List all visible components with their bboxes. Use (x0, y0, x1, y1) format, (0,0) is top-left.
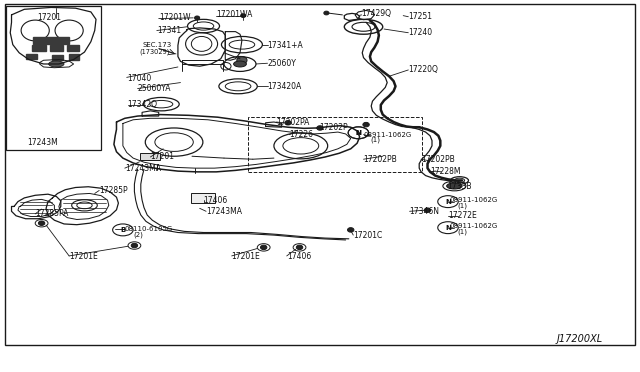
Text: N: N (445, 225, 451, 231)
Text: 17220Q: 17220Q (408, 65, 438, 74)
Text: 17243M: 17243M (27, 138, 58, 147)
Text: 25060YA: 25060YA (138, 84, 171, 93)
Text: 17251: 17251 (408, 12, 433, 21)
Text: N: N (355, 130, 362, 136)
Text: 17285P: 17285P (99, 186, 128, 195)
Text: 25060Y: 25060Y (268, 60, 296, 68)
Ellipse shape (38, 221, 45, 225)
Ellipse shape (260, 245, 267, 250)
Bar (140, 153, 160, 160)
Ellipse shape (131, 243, 138, 248)
Text: B: B (120, 227, 125, 233)
Text: N: N (355, 130, 362, 136)
Text: 17201: 17201 (150, 153, 174, 161)
Polygon shape (52, 55, 63, 60)
Text: 17202PB: 17202PB (364, 155, 397, 164)
Text: 17040: 17040 (127, 74, 151, 83)
Text: 17341+A: 17341+A (268, 41, 303, 50)
Polygon shape (32, 45, 46, 51)
Text: (2): (2) (133, 231, 143, 238)
Text: 17201WA: 17201WA (216, 10, 253, 19)
Text: 08110-6105G: 08110-6105G (125, 226, 173, 232)
Text: 17272E: 17272E (448, 211, 477, 220)
Polygon shape (50, 45, 63, 51)
Text: 17202P: 17202P (319, 123, 348, 132)
Text: 17201E: 17201E (232, 252, 260, 261)
Text: N: N (445, 199, 451, 205)
Polygon shape (45, 37, 58, 44)
Ellipse shape (285, 121, 291, 125)
Text: (173029): (173029) (140, 48, 170, 55)
Text: 17406: 17406 (287, 252, 311, 261)
Text: 17202PB: 17202PB (421, 155, 455, 164)
Ellipse shape (348, 228, 354, 232)
Text: 17201: 17201 (37, 13, 61, 22)
Text: 173420A: 173420A (268, 82, 302, 91)
Bar (191, 193, 215, 203)
Text: 17285PA: 17285PA (35, 209, 68, 218)
Ellipse shape (195, 16, 200, 20)
Text: 08911-1062G: 08911-1062G (364, 132, 412, 138)
Text: 17201E: 17201E (69, 252, 98, 261)
Ellipse shape (241, 14, 246, 17)
Ellipse shape (49, 61, 64, 67)
Text: 17406: 17406 (204, 196, 228, 205)
Text: 08911-1062G: 08911-1062G (449, 197, 497, 203)
Ellipse shape (317, 126, 323, 130)
Bar (248, 117, 422, 172)
Polygon shape (56, 37, 69, 44)
Text: 17202PA: 17202PA (276, 118, 310, 126)
Text: 17429Q: 17429Q (362, 9, 392, 18)
Text: (1): (1) (458, 202, 468, 209)
Ellipse shape (363, 122, 369, 127)
Polygon shape (69, 54, 79, 60)
Polygon shape (67, 45, 79, 51)
Ellipse shape (324, 11, 329, 15)
Text: (1): (1) (370, 136, 380, 143)
Text: 17201C: 17201C (353, 231, 383, 240)
Text: 17346N: 17346N (410, 207, 440, 216)
Text: 17341: 17341 (157, 26, 181, 35)
Polygon shape (33, 37, 46, 44)
Bar (6, 6, 101, 150)
Text: (1): (1) (458, 228, 468, 235)
Text: 17240: 17240 (408, 28, 433, 37)
Text: 1733B: 1733B (447, 182, 471, 191)
Text: 17201W: 17201W (159, 13, 190, 22)
Text: SEC.173: SEC.173 (142, 42, 172, 48)
Text: 08911-1062G: 08911-1062G (449, 223, 497, 229)
Ellipse shape (234, 61, 246, 67)
Text: 17226: 17226 (289, 130, 314, 139)
Ellipse shape (237, 57, 247, 64)
Ellipse shape (447, 183, 462, 189)
Text: J17200XL: J17200XL (557, 334, 603, 344)
Text: 17342Q: 17342Q (127, 100, 157, 109)
Text: 17228M: 17228M (430, 167, 461, 176)
Ellipse shape (424, 208, 431, 212)
Polygon shape (26, 54, 37, 59)
Ellipse shape (296, 245, 303, 250)
Text: 17243MA: 17243MA (125, 164, 161, 173)
Text: 17243MA: 17243MA (206, 207, 242, 216)
